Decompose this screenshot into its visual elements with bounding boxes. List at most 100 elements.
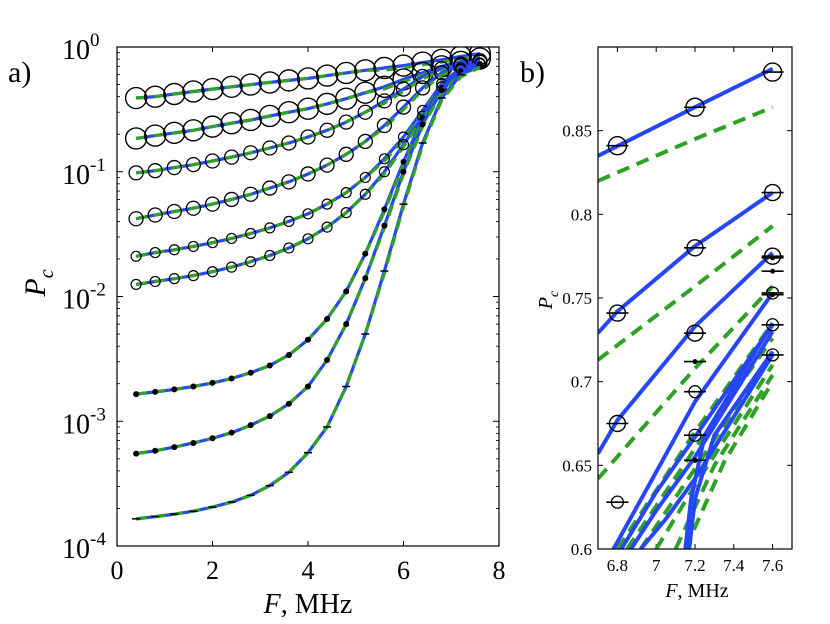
panel-a-marker <box>305 336 311 343</box>
panel-b-solid-line <box>619 323 775 549</box>
panel-a-ytick-label: 100 <box>62 30 100 66</box>
panel-b-tick-labels: 6.8 7 7.2 7.4 7.6 0.6 0.65 0.7 0.75 0.8 0.85 <box>562 122 783 575</box>
panel-a-xtick-label: 2 <box>206 556 219 585</box>
panel-a-marker <box>381 222 388 229</box>
panel-a-marker <box>190 439 197 446</box>
panel-b-solid-line <box>683 322 775 549</box>
panel-a-marker <box>239 108 262 132</box>
panel-a-marker <box>143 124 167 147</box>
panel-a-marker <box>228 429 235 436</box>
panel-a-marker <box>277 101 301 124</box>
panel-a-marker <box>209 379 216 386</box>
panel-a-marker <box>243 186 259 202</box>
panel-a-marker <box>166 203 182 220</box>
panel-a-marker <box>305 383 311 390</box>
panel-a-marker <box>321 198 333 210</box>
panel-a-dashed-line <box>135 62 481 221</box>
panel-a-marker <box>220 75 243 98</box>
panel-a-marker <box>264 222 276 234</box>
panel-a-xtick-label: 0 <box>111 556 124 585</box>
panel-a-marker <box>204 153 221 169</box>
panel-a-marker <box>220 112 243 135</box>
panel-b-marker <box>607 136 628 156</box>
panel-a-marker <box>338 114 354 130</box>
panel-b-ytick-label: 0.7 <box>571 373 593 392</box>
panel-a-marker <box>373 75 396 98</box>
panel-a-ytick-label: 10-1 <box>62 155 106 191</box>
panel-a-marker <box>419 121 426 128</box>
panel-a-marker <box>324 316 331 323</box>
panel-b-marker <box>688 428 702 442</box>
panel-label-b: b) <box>520 56 545 89</box>
panel-a-ytick-label: 10-2 <box>62 280 106 316</box>
panel-b-marker <box>763 247 782 265</box>
panel-a-marker <box>168 273 180 285</box>
panel-a-ytick-label: 10-3 <box>62 404 106 440</box>
panel-a-dashed-line <box>135 63 481 258</box>
panel-a-marker <box>262 180 278 196</box>
panel-b-marker <box>770 255 776 261</box>
panel-a-marker <box>302 208 314 220</box>
panel-a-marker <box>124 86 148 110</box>
panel-a-marker <box>206 237 219 249</box>
panel-a-marker <box>149 275 161 288</box>
panel-b-marker <box>765 348 780 362</box>
panel-a-marker <box>302 233 314 245</box>
panel-a-xtick-label: 6 <box>397 556 410 585</box>
panel-a-marker <box>264 249 276 262</box>
panel-a-marker <box>223 191 240 208</box>
panel-a-marker <box>124 127 148 150</box>
panel-a-dashed-line <box>135 61 481 175</box>
panel-a-tick-labels: 0 2 4 6 8 100 10-1 10-2 10-3 10-4 <box>62 30 506 585</box>
panel-a-marker <box>319 157 335 173</box>
panel-a-marker <box>376 93 393 109</box>
panel-a-marker <box>258 104 281 128</box>
panel-a-marker <box>285 351 292 358</box>
panel-a-marker <box>381 206 388 213</box>
panel-a-marker <box>204 196 221 212</box>
panel-a-marker <box>152 447 159 454</box>
panel-a-marker <box>400 168 407 175</box>
panel-b-ytick-label: 0.85 <box>562 122 592 141</box>
panel-a-marker <box>133 391 140 398</box>
panel-a-marker <box>163 121 186 145</box>
panel-b-solid-line <box>598 251 774 455</box>
panel-b-solid-line <box>629 330 775 549</box>
panel-a-solid-line <box>135 63 481 456</box>
panel-b-xtick-label: 7.4 <box>723 556 745 575</box>
panel-a-marker <box>400 158 407 165</box>
panel-label-a: a) <box>8 56 31 89</box>
panel-a-marker <box>185 200 202 216</box>
panel-a-marker <box>335 61 358 85</box>
panel-a-marker <box>239 73 262 96</box>
panel-a-marker <box>359 171 371 184</box>
panel-b-xtick-label: 7 <box>652 556 661 575</box>
panel-b-marker <box>692 457 698 463</box>
panel-a-marker <box>296 67 320 90</box>
panel-a-marker <box>357 133 373 150</box>
panel-a-marker <box>438 87 445 94</box>
panel-a-marker <box>152 388 159 395</box>
panel-a-marker <box>190 383 197 390</box>
panel-b-series <box>598 62 784 549</box>
panel-b-ytick-label: 0.75 <box>562 289 592 308</box>
panel-b-marker <box>762 62 783 82</box>
panel-a-marker <box>340 187 352 199</box>
panel-a-marker <box>187 270 199 282</box>
panel-a-marker <box>266 362 273 369</box>
panel-a-marker <box>281 135 297 151</box>
panel-a-marker <box>143 85 167 108</box>
panel-b-dashed-line <box>598 284 775 481</box>
panel-a-marker <box>373 56 396 80</box>
panel-b-chart: 6.8 7 7.2 7.4 7.6 0.6 0.65 0.7 0.75 0.8 0.85 F, MH… <box>535 46 793 602</box>
panel-b-frame <box>597 46 793 550</box>
panel-b-marker <box>608 304 627 322</box>
panel-a-marker <box>343 288 350 295</box>
panel-a-marker <box>285 400 292 407</box>
panel-a-marker <box>281 174 297 190</box>
panel-a-marker <box>187 240 199 253</box>
panel-b-xlabel: F, MHz <box>664 580 728 602</box>
panel-a-marker <box>245 256 257 268</box>
panel-a-marker <box>182 80 205 103</box>
